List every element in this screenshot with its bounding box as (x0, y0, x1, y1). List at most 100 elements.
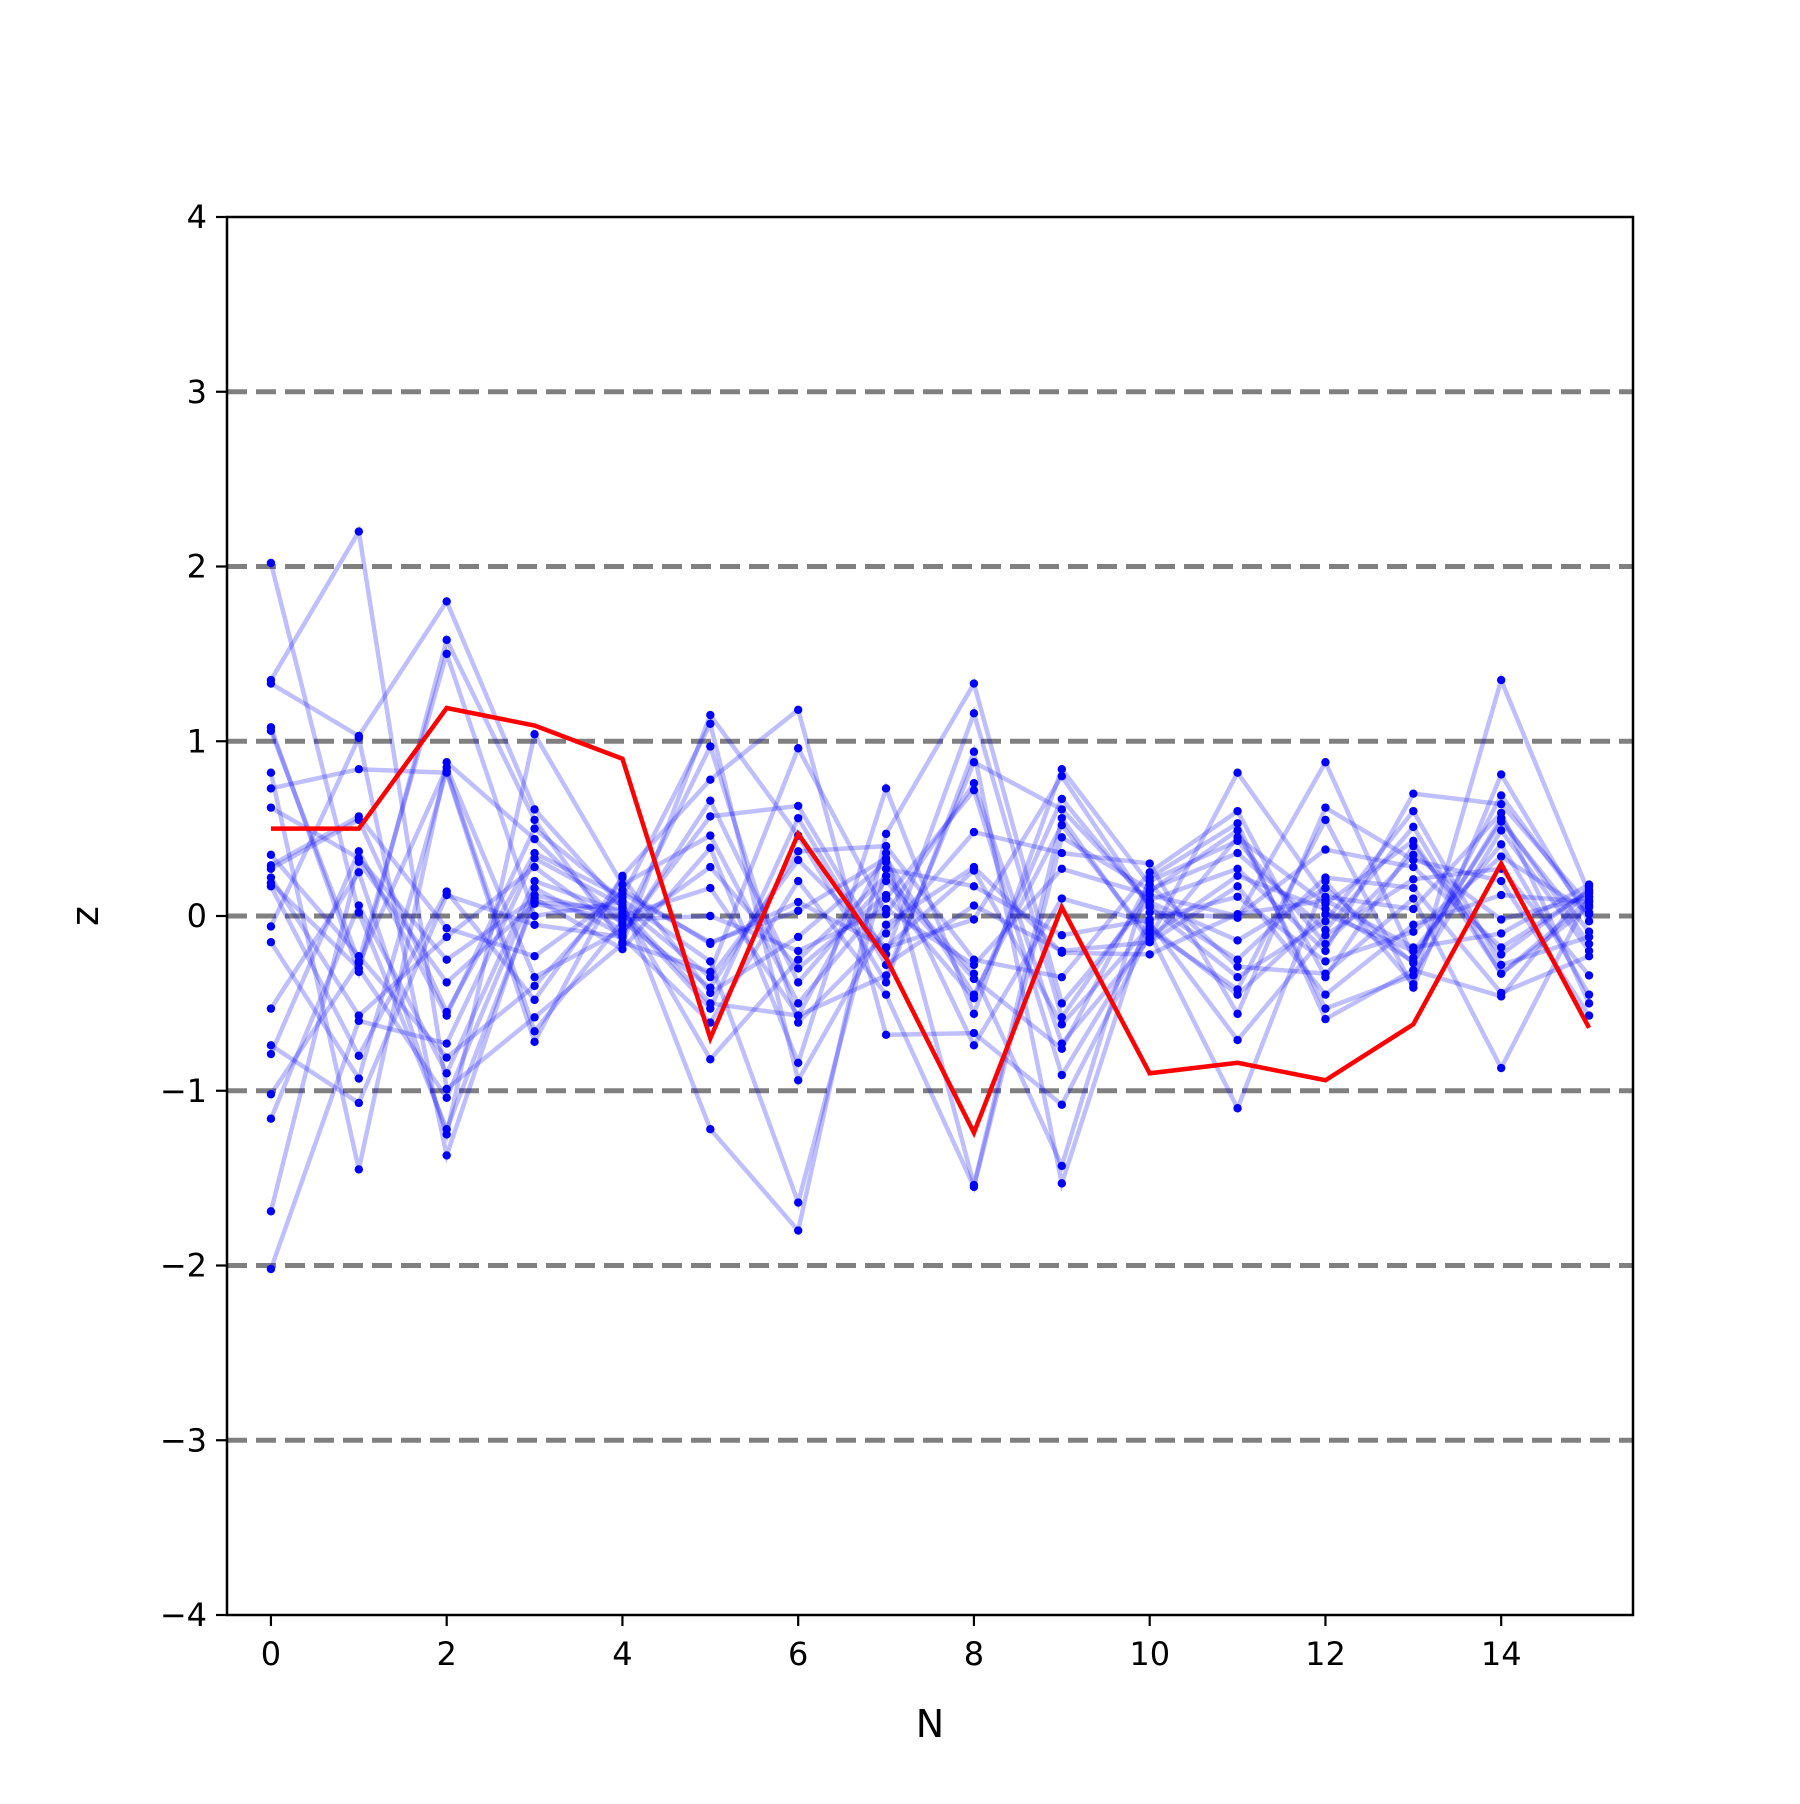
data-point (1321, 815, 1330, 825)
y-ticks: −4 −3 −2 −1 0 1 2 3 4 (160, 198, 227, 1634)
data-point (442, 932, 451, 942)
data-point (1321, 1004, 1330, 1013)
data-point (266, 1207, 276, 1216)
x-tick-label: 14 (1481, 1635, 1522, 1673)
data-point (618, 908, 627, 917)
data-point (1496, 799, 1506, 809)
data-point (1057, 813, 1067, 823)
data-point (266, 938, 276, 947)
data-point (793, 847, 803, 856)
data-point (881, 904, 891, 914)
data-point (1321, 758, 1330, 767)
data-point (881, 876, 891, 886)
data-point (354, 857, 364, 867)
data-point (881, 1030, 891, 1040)
data-point (618, 889, 627, 898)
data-point (618, 931, 627, 940)
data-point (1496, 929, 1506, 938)
data-point (881, 978, 891, 987)
data-point (266, 1004, 276, 1013)
data-point (1409, 883, 1418, 893)
data-point (969, 1182, 979, 1192)
data-point (706, 812, 715, 821)
data-point (1584, 917, 1594, 926)
data-point (793, 1018, 803, 1027)
data-point (1409, 789, 1418, 798)
background-series-line (269, 706, 1591, 1023)
data-point (969, 709, 979, 718)
data-point (530, 899, 539, 908)
data-point (1409, 971, 1418, 980)
data-point (442, 1011, 451, 1020)
data-point (881, 854, 891, 863)
data-point (706, 862, 715, 872)
background-series-line (269, 525, 1591, 1193)
data-point (530, 1027, 539, 1036)
data-point (1233, 848, 1242, 858)
data-point (1057, 772, 1067, 781)
background-series-line (268, 562, 1591, 1186)
data-point (1321, 990, 1330, 999)
background-series-line (269, 813, 1591, 1000)
data-point (1584, 939, 1594, 949)
background-series-line (268, 730, 1591, 1164)
data-point (266, 1114, 276, 1123)
data-point (618, 901, 627, 910)
data-point (793, 801, 803, 811)
data-point (1057, 864, 1067, 874)
data-point (442, 1053, 451, 1062)
data-point (1496, 960, 1506, 970)
data-point (881, 971, 891, 980)
y-axis-title: z (63, 906, 107, 926)
data-point (793, 813, 803, 823)
data-point (1057, 805, 1067, 814)
data-point (266, 768, 276, 777)
data-point (530, 883, 539, 893)
data-point (1496, 675, 1506, 685)
data-point (530, 981, 539, 991)
data-point (1233, 955, 1242, 964)
data-point (969, 785, 979, 795)
data-point (530, 730, 539, 739)
background-series-line (269, 772, 1590, 1061)
background-series-line (268, 847, 1591, 1212)
data-point (442, 1084, 451, 1094)
data-point (530, 815, 539, 825)
data-point (793, 946, 803, 956)
x-ticks: 0 2 4 6 8 10 12 14 (261, 1615, 1522, 1673)
data-point (881, 920, 891, 929)
data-point (1145, 890, 1154, 900)
data-point (354, 765, 364, 774)
data-point (793, 744, 803, 753)
data-point (881, 841, 891, 851)
background-series-line (269, 761, 1590, 1096)
data-point (354, 964, 364, 973)
data-point (530, 911, 539, 921)
data-point (969, 1041, 979, 1050)
data-point (1145, 901, 1154, 910)
data-point (881, 864, 891, 874)
x-tick-label: 12 (1305, 1635, 1346, 1673)
y-tick-label: 2 (187, 548, 207, 586)
data-point (1496, 969, 1506, 978)
data-point (1496, 770, 1506, 779)
data-point (793, 855, 803, 865)
data-point (1057, 820, 1067, 830)
data-point (354, 1098, 364, 1108)
data-point (881, 829, 891, 839)
data-point (969, 866, 979, 875)
data-point (354, 733, 364, 742)
data-point (706, 775, 715, 784)
data-point (1233, 892, 1242, 901)
data-point (266, 1264, 276, 1274)
data-point (354, 527, 364, 536)
data-point (354, 908, 364, 917)
data-point (442, 1093, 451, 1102)
data-point (1409, 806, 1418, 816)
data-point (793, 1058, 803, 1067)
x-tick-label: 10 (1129, 1635, 1170, 1673)
data-point (1145, 859, 1154, 868)
data-point (706, 938, 715, 947)
data-point (1145, 876, 1154, 886)
